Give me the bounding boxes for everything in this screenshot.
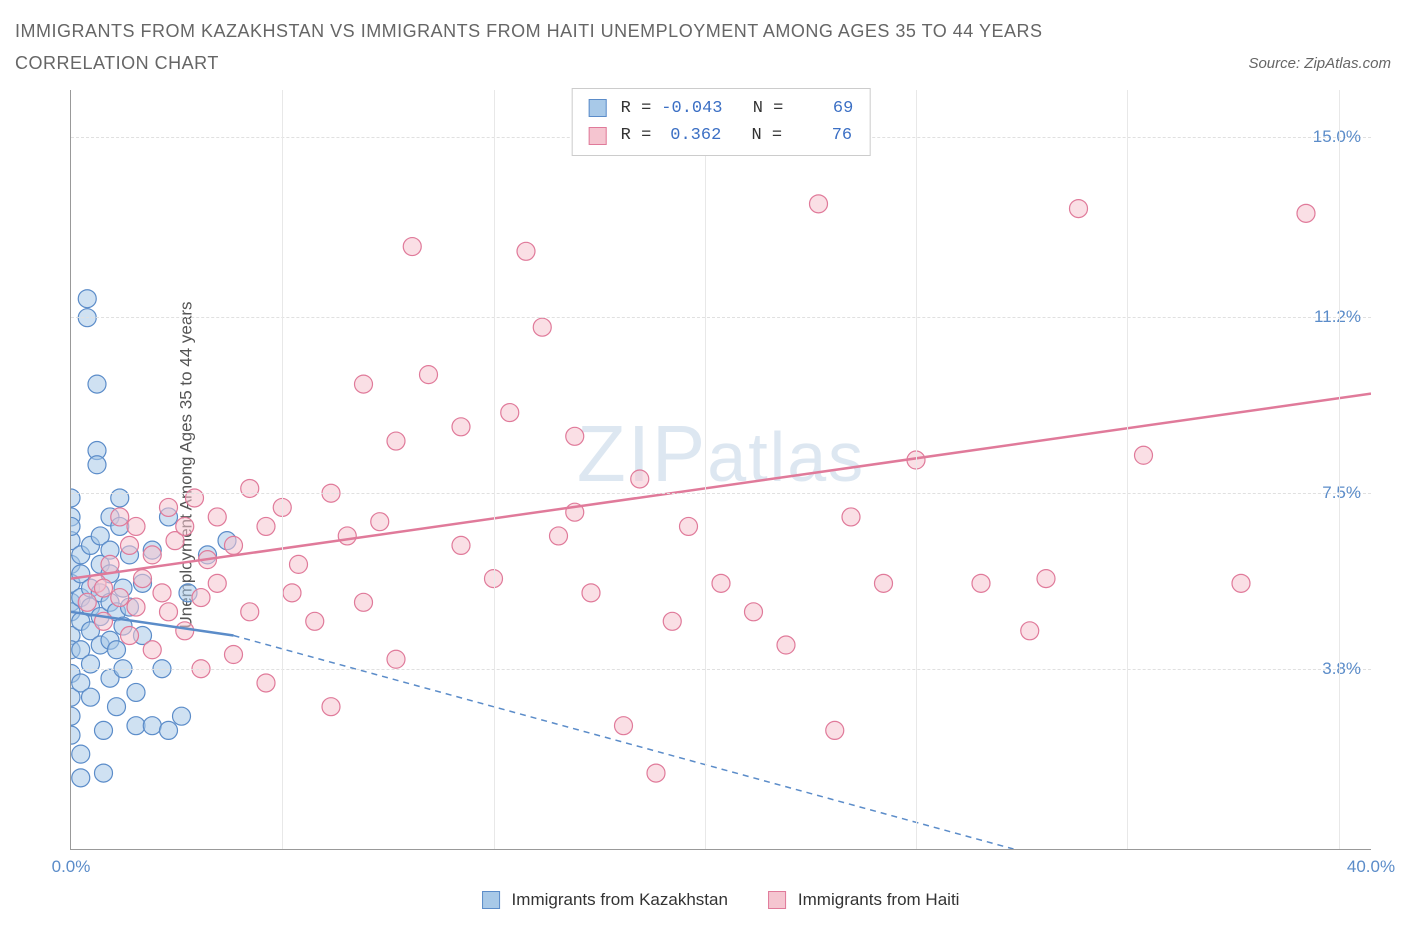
legend-swatch-1 [482,891,500,909]
stats-n-label: N = [753,95,784,122]
legend-item-1: Immigrants from Kazakhstan [482,890,728,910]
y-tick-label: 7.5% [1322,483,1361,503]
bottom-legend: Immigrants from Kazakhstan Immigrants fr… [482,890,960,910]
y-tick-label: 15.0% [1313,127,1361,147]
y-gridline [71,669,1371,670]
swatch-series-1 [589,99,607,117]
source-attribution: Source: ZipAtlas.com [1248,55,1391,72]
stats-box: R = -0.043 N = 69 R = 0.362 N = 76 [572,88,871,156]
stats-r-label: R = [621,95,652,122]
stats-r-value-1: -0.043 [661,95,722,122]
chart-title: IMMIGRANTS FROM KAZAKHSTAN VS IMMIGRANTS… [15,15,1115,80]
plot-wrapper: R = -0.043 N = 69 R = 0.362 N = 76 ZIPat… [70,90,1371,880]
legend-label-1: Immigrants from Kazakhstan [512,890,728,910]
stats-n-value-2: 76 [792,122,852,149]
chart-container: IMMIGRANTS FROM KAZAKHSTAN VS IMMIGRANTS… [15,15,1391,915]
x-gridline [494,90,495,849]
x-gridline [1339,90,1340,849]
stats-r-label: R = [621,122,652,149]
stats-r-value-2: 0.362 [661,122,721,149]
x-gridline [705,90,706,849]
y-tick-label: 3.8% [1322,659,1361,679]
stats-row-series-1: R = -0.043 N = 69 [589,95,854,122]
legend-swatch-2 [768,891,786,909]
x-tick-label: 0.0% [52,857,91,877]
stats-n-label: N = [751,122,782,149]
x-gridline [282,90,283,849]
title-row: IMMIGRANTS FROM KAZAKHSTAN VS IMMIGRANTS… [15,15,1391,80]
legend-item-2: Immigrants from Haiti [768,890,960,910]
plot-area: R = -0.043 N = 69 R = 0.362 N = 76 ZIPat… [70,90,1371,850]
x-gridline [916,90,917,849]
x-gridline [1127,90,1128,849]
y-gridline [71,317,1371,318]
legend-label-2: Immigrants from Haiti [798,890,960,910]
plot-svg [71,90,1371,849]
y-gridline [71,493,1371,494]
stats-n-value-1: 69 [793,95,853,122]
x-tick-label: 40.0% [1347,857,1395,877]
stats-row-series-2: R = 0.362 N = 76 [589,122,854,149]
swatch-series-2 [589,127,607,145]
